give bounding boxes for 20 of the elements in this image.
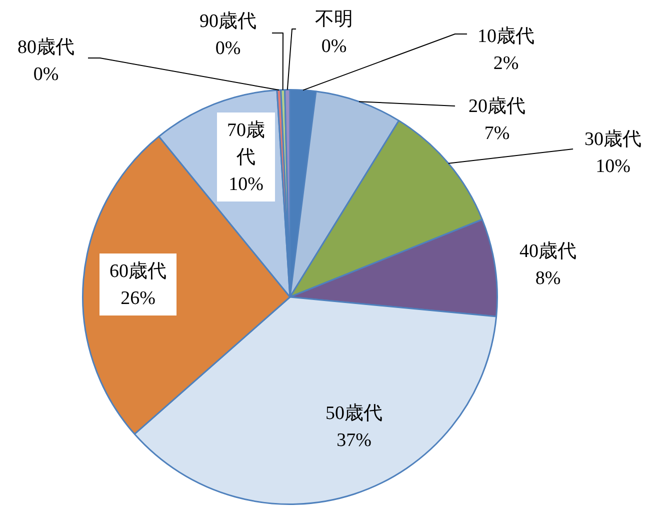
data-label: 37% <box>336 430 372 451</box>
slice-label: 70歳代 <box>227 120 265 168</box>
slice-label: 50歳代 <box>326 402 382 424</box>
data-label: 2% <box>493 52 519 74</box>
data-label: 8% <box>535 268 561 289</box>
data-label: 0% <box>321 36 347 57</box>
data-label: 10% <box>228 174 264 195</box>
data-label: 26% <box>120 288 156 309</box>
slice-label: 40歳代 <box>520 240 576 262</box>
slice-label: 60歳代 <box>110 260 166 282</box>
slice-label: 20歳代 <box>468 96 526 117</box>
data-label: 10% <box>596 156 631 177</box>
slice-label: 80歳代 <box>18 36 74 58</box>
data-label: 7% <box>484 122 510 144</box>
slice-label: 不明 <box>315 8 353 30</box>
slice-label: 30歳代 <box>584 128 642 150</box>
data-label: 0% <box>215 38 241 59</box>
slice-label: 10歳代 <box>478 26 534 47</box>
data-label: 0% <box>33 64 59 85</box>
slice-label: 90歳代 <box>200 10 256 32</box>
